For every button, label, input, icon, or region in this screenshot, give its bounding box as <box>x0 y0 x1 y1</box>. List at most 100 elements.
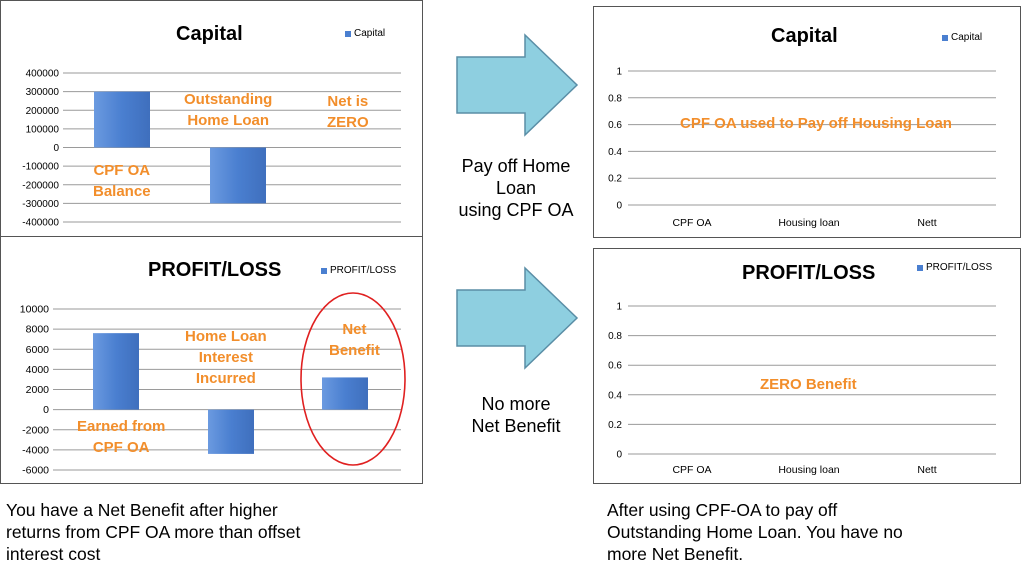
chart-legend: PROFIT/LOSS <box>321 265 396 276</box>
caption-line: returns from CPF OA more than offset <box>6 522 301 542</box>
chart-title: Capital <box>176 23 243 45</box>
annotation-line: Net <box>342 321 367 338</box>
legend-swatch <box>942 34 948 41</box>
annotation-net-benefit: Net Benefit <box>329 319 380 361</box>
y-tick-label: 100000 <box>26 124 60 135</box>
y-tick-label: -100000 <box>22 162 59 173</box>
annotation-line: Benefit <box>329 342 380 359</box>
annotation-line: Interest <box>198 349 253 366</box>
y-tick-label: 6000 <box>26 344 50 356</box>
caption-line: You have a Net Benefit after higher <box>6 500 278 520</box>
x-tick-label: Housing loan <box>778 464 839 476</box>
y-tick-label: 0 <box>616 201 622 212</box>
annotation-cpf-oa-used: CPF OA used to Pay off Housing Loan <box>680 115 952 132</box>
bar <box>322 377 368 410</box>
capital-chart-before: Capital Capital 400000 300000 200000 100000… <box>0 0 423 238</box>
arrow-right-bottom-icon <box>456 266 579 370</box>
y-tick-label: 2000 <box>26 384 50 396</box>
annotation-line: ZERO <box>327 114 369 131</box>
legend-label: PROFIT/LOSS <box>330 265 397 276</box>
bar <box>93 333 139 410</box>
x-tick-label: CPF OA <box>672 464 711 476</box>
y-tick-label: -2000 <box>22 424 49 436</box>
annotation-line: Net is <box>327 93 369 110</box>
annotation-zero-benefit: ZERO Benefit <box>760 376 857 393</box>
y-tick-label: 0 <box>43 404 49 416</box>
legend-label: Capital <box>951 32 983 43</box>
arrow-label-line: Pay off Home <box>461 156 571 176</box>
annotation-line: Home Loan <box>187 112 269 129</box>
arrow-label-top: Pay off Home Loan using CPF OA <box>441 155 591 221</box>
arrow-label-line: using CPF OA <box>458 200 574 220</box>
capital-after-plot: 1 0.8 0.6 0.4 0.2 0 CPF OA Housing loan Nett <box>608 67 996 229</box>
annotation-cpf-oa-balance: CPF OA Balance <box>93 160 151 202</box>
y-tick-label: 0.8 <box>608 93 622 104</box>
arrow-label-line: Loan <box>495 178 537 198</box>
chart-title: PROFIT/LOSS <box>148 259 282 281</box>
annotation-line: Incurred <box>195 370 256 387</box>
y-tick-label: 0.2 <box>608 174 622 185</box>
bar <box>210 147 266 204</box>
caption-left: You have a Net Benefit after higher retu… <box>6 499 300 565</box>
y-tick-label: 300000 <box>26 87 60 98</box>
y-tick-label: -300000 <box>22 199 59 210</box>
legend-label: PROFIT/LOSS <box>926 262 993 273</box>
annotation-home-loan-interest: Home Loan Interest Incurred <box>185 326 267 389</box>
y-tick-label: 1 <box>616 67 622 78</box>
bar <box>208 409 254 454</box>
arrow-label-line: No more <box>481 394 551 414</box>
x-tick-label: Nett <box>917 464 936 476</box>
highlight-ellipse <box>300 292 406 466</box>
profit-loss-chart-before: PROFIT/LOSS PROFIT/LOSS 10000 8000 6000 400… <box>0 236 423 484</box>
legend-swatch <box>345 30 351 37</box>
caption-line: After using CPF-OA to pay off <box>607 500 838 520</box>
y-tick-label: 200000 <box>26 106 60 117</box>
x-tick-label: Housing loan <box>778 217 839 229</box>
y-tick-label: -400000 <box>22 218 59 229</box>
annotation-outstanding-home-loan: Outstanding Home Loan <box>184 89 272 131</box>
y-tick-label: 10000 <box>20 304 49 316</box>
y-tick-label: 0.2 <box>608 420 622 431</box>
x-tick-label: CPF OA <box>672 217 711 229</box>
chart-title: Capital <box>771 25 838 47</box>
y-tick-label: -4000 <box>22 444 49 456</box>
y-tick-label: 0.8 <box>608 331 622 342</box>
annotation-line: Home Loan <box>185 328 267 345</box>
annotation-line: CPF OA <box>93 162 151 179</box>
profit-loss-chart-after: PROFIT/LOSS PROFIT/LOSS 1 0.8 0.6 0.4 0.2 0 CP… <box>593 248 1021 484</box>
bar <box>94 91 150 148</box>
annotation-earned-from-cpf-oa: Earned from CPF OA <box>77 416 165 458</box>
y-tick-label: 8000 <box>26 324 50 336</box>
arrow-label-bottom: No more Net Benefit <box>441 393 591 437</box>
y-tick-label: -200000 <box>22 180 59 191</box>
capital-chart-after: Capital Capital 1 0.8 0.6 0.4 0.2 0 CPF OA Hous… <box>593 6 1021 238</box>
legend-swatch <box>321 267 327 274</box>
chart-legend: Capital <box>942 32 982 43</box>
x-tick-label: Nett <box>917 217 936 229</box>
legend-swatch <box>917 264 923 271</box>
y-tick-label: 400000 <box>26 69 60 80</box>
y-tick-label: 0 <box>616 450 622 461</box>
caption-line: interest cost <box>6 544 101 564</box>
y-tick-label: 1 <box>616 302 622 313</box>
arrow-right-top-icon <box>456 33 579 137</box>
y-tick-label: 0.4 <box>608 390 622 401</box>
y-tick-label: 0.4 <box>608 147 622 158</box>
caption-right: After using CPF-OA to pay off Outstandin… <box>607 499 903 565</box>
capital-before-plot: 400000 300000 200000 100000 0 -100000 -200000 -… <box>22 69 401 229</box>
y-tick-label: 0 <box>53 143 59 154</box>
annotation-line: Outstanding <box>184 91 273 108</box>
caption-line: Outstanding Home Loan. You have no <box>607 522 903 542</box>
chart-legend: Capital <box>345 28 385 39</box>
y-tick-label: 0.6 <box>608 120 622 131</box>
annotation-line: CPF OA <box>92 439 150 456</box>
caption-line: more Net Benefit. <box>607 544 744 564</box>
arrow-label-line: Net Benefit <box>471 416 561 436</box>
annotation-line: Earned from <box>77 418 166 435</box>
y-tick-label: -6000 <box>22 465 49 477</box>
chart-title: PROFIT/LOSS <box>742 262 876 284</box>
y-tick-label: 4000 <box>26 364 50 376</box>
legend-label: Capital <box>354 28 386 39</box>
chart-legend: PROFIT/LOSS <box>917 262 992 273</box>
profit-loss-after-plot: 1 0.8 0.6 0.4 0.2 0 CPF OA Housing loan Nett <box>608 302 996 476</box>
